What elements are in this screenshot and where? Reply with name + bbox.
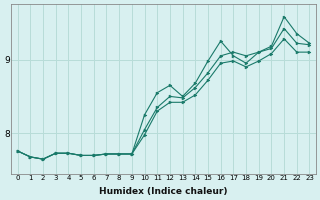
X-axis label: Humidex (Indice chaleur): Humidex (Indice chaleur) (99, 187, 228, 196)
